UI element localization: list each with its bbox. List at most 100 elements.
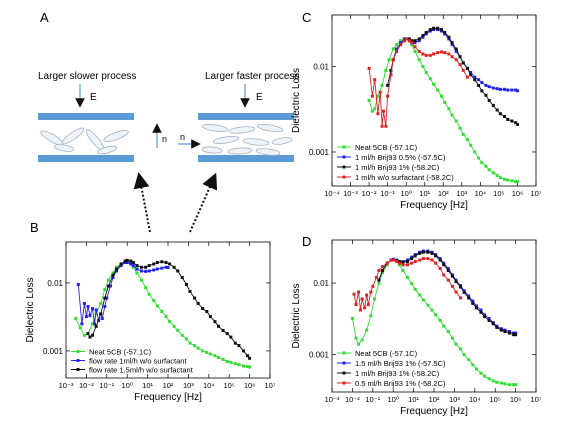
data-point bbox=[498, 176, 502, 180]
y-axis-label: Dielectric Loss bbox=[25, 277, 36, 342]
x-tick-label: 10⁻⁴ bbox=[324, 189, 340, 198]
data-point bbox=[512, 383, 516, 387]
data-point bbox=[168, 320, 172, 324]
data-point bbox=[221, 328, 225, 332]
x-tick-label: 10⁻² bbox=[362, 189, 377, 198]
data-point bbox=[164, 265, 168, 269]
data-point bbox=[74, 316, 78, 320]
data-point bbox=[407, 37, 411, 41]
data-point bbox=[479, 310, 483, 314]
data-point bbox=[135, 264, 139, 268]
data-point bbox=[366, 303, 370, 307]
data-point bbox=[176, 328, 180, 332]
data-point bbox=[378, 90, 382, 94]
data-point bbox=[432, 26, 436, 30]
right-director-label: n bbox=[180, 132, 185, 142]
data-point bbox=[471, 363, 475, 367]
data-point bbox=[229, 335, 233, 339]
x-tick-label: 10⁶ bbox=[244, 381, 255, 390]
data-point bbox=[430, 308, 434, 312]
data-point bbox=[510, 119, 514, 123]
data-point bbox=[491, 322, 495, 326]
y-axis-label: Dielectric Loss bbox=[291, 68, 302, 133]
legend-entry: flow rate 1.5ml/h w/o surfactant bbox=[89, 365, 194, 374]
data-point bbox=[426, 257, 430, 261]
data-point bbox=[233, 362, 237, 366]
panel-letter-d: D bbox=[302, 234, 311, 249]
pointer-arrow-slow bbox=[133, 172, 151, 233]
data-point bbox=[401, 268, 405, 272]
series-3 bbox=[352, 257, 463, 312]
data-point bbox=[502, 177, 506, 181]
legend-swatch-marker bbox=[342, 371, 346, 375]
left-molecules bbox=[40, 127, 129, 155]
data-point bbox=[426, 303, 430, 307]
data-point bbox=[442, 273, 446, 277]
data-point bbox=[357, 342, 361, 346]
data-point bbox=[363, 306, 367, 310]
data-point bbox=[115, 265, 119, 269]
legend-swatch-marker bbox=[342, 175, 346, 179]
data-point bbox=[213, 354, 217, 358]
data-point bbox=[491, 171, 495, 175]
panel-letter-c: C bbox=[302, 10, 311, 25]
data-point bbox=[369, 314, 373, 318]
data-point bbox=[372, 297, 376, 301]
right-top-plate bbox=[198, 113, 294, 120]
data-point bbox=[477, 83, 481, 87]
data-point bbox=[401, 263, 405, 267]
x-tick-label: 10⁻¹ bbox=[365, 395, 380, 404]
data-point bbox=[438, 258, 442, 262]
data-point bbox=[246, 365, 250, 369]
data-point bbox=[367, 66, 371, 70]
data-point bbox=[91, 307, 95, 311]
data-point bbox=[487, 316, 491, 320]
data-point bbox=[402, 39, 406, 43]
data-point bbox=[405, 275, 409, 279]
data-point bbox=[147, 292, 151, 296]
data-point bbox=[196, 301, 200, 305]
data-point bbox=[365, 328, 369, 332]
data-point bbox=[487, 168, 491, 172]
left-director-label: n bbox=[162, 134, 167, 144]
data-point bbox=[514, 180, 518, 184]
data-point bbox=[399, 39, 403, 43]
data-point bbox=[370, 94, 374, 98]
data-point bbox=[495, 325, 499, 329]
legend-entry: Neat 5CB (-57.1C) bbox=[355, 143, 418, 152]
data-point bbox=[510, 179, 514, 183]
data-point bbox=[506, 178, 510, 182]
data-point bbox=[208, 352, 212, 356]
data-point bbox=[491, 103, 495, 107]
data-point bbox=[80, 322, 84, 326]
data-point bbox=[471, 299, 475, 303]
data-point bbox=[439, 28, 443, 32]
data-point bbox=[111, 273, 115, 277]
data-point bbox=[514, 331, 518, 335]
data-point bbox=[479, 308, 483, 312]
data-point bbox=[395, 260, 399, 264]
data-point bbox=[499, 381, 503, 385]
data-point bbox=[184, 282, 188, 286]
data-point bbox=[135, 271, 139, 275]
data-point bbox=[88, 335, 92, 339]
data-point bbox=[474, 367, 478, 371]
data-point bbox=[376, 112, 380, 116]
data-point bbox=[410, 39, 414, 43]
panel-letter-b: B bbox=[30, 220, 39, 235]
data-point bbox=[241, 364, 245, 368]
data-point bbox=[498, 112, 502, 116]
x-tick-label: 10⁰ bbox=[122, 381, 133, 390]
data-point bbox=[380, 83, 384, 87]
data-point bbox=[461, 61, 465, 65]
data-point bbox=[139, 265, 143, 269]
data-point bbox=[221, 357, 225, 361]
data-point bbox=[103, 288, 107, 292]
x-tick-label: 10⁻² bbox=[79, 381, 94, 390]
data-point bbox=[495, 108, 499, 112]
data-point bbox=[152, 299, 156, 303]
data-point bbox=[491, 379, 495, 383]
data-point bbox=[514, 121, 518, 125]
data-point bbox=[443, 51, 447, 55]
right-schematic-title: Larger faster process bbox=[205, 71, 300, 82]
